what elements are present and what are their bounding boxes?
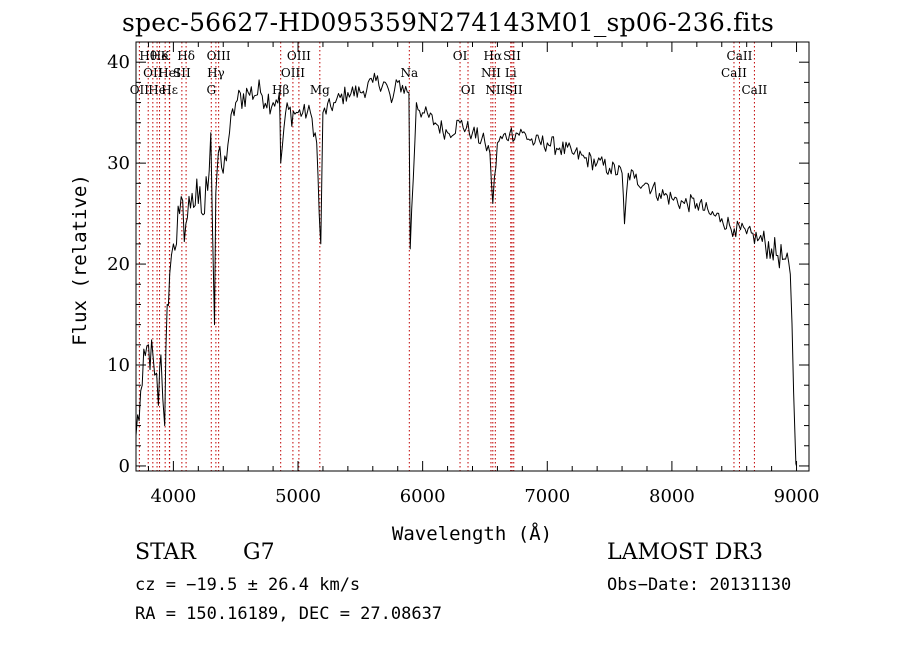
line-label-5: K (161, 49, 171, 63)
line-label-12: OIII (207, 49, 231, 63)
line-label-8: SII (173, 66, 191, 80)
line-label-10: G (206, 83, 216, 97)
x-axis-label: Wavelength (Å) (391, 523, 553, 545)
line-label-19: OI (461, 83, 476, 97)
line-label-26: CaII (721, 66, 747, 80)
survey-name: LAMOST DR3 (607, 540, 763, 565)
y-tick-label-4: 40 (107, 52, 130, 73)
line-label-23: Li (505, 66, 517, 80)
line-label-22: NII (485, 83, 505, 97)
y-tick-label-1: 10 (107, 355, 130, 376)
y-tick-label-3: 30 (107, 153, 130, 174)
line-label-13: Hβ (272, 83, 289, 97)
line-label-16: Mg (310, 83, 330, 97)
line-label-28: CaII (741, 83, 767, 97)
line-label-4: He (151, 49, 169, 63)
line-label-1: Hθ (139, 49, 157, 63)
y-tick-label-0: 0 (119, 456, 130, 477)
x-tick-label-4: 8000 (649, 486, 695, 507)
line-label-25: SII (505, 83, 523, 97)
ra-dec-coordinates: RA = 150.16189, DEC = 27.08637 (135, 604, 443, 624)
object-subclass: G7 (243, 540, 275, 565)
y-tick-label-2: 20 (107, 254, 130, 275)
line-label-7: Hε (161, 83, 178, 97)
y-axis-label: Flux (relative) (69, 174, 91, 346)
line-label-11: Hγ (207, 66, 225, 80)
line-label-20: NII (481, 66, 501, 80)
line-label-18: OI (453, 49, 468, 63)
x-axis-ticks: 4000 5000 6000 7000 8000 9000 (147, 42, 820, 507)
object-class: STAR (135, 540, 196, 565)
spectral-line-markers (138, 42, 755, 471)
observation-date: Obs−Date: 20131130 (607, 575, 792, 595)
plot-frame (135, 41, 810, 472)
line-label-6: HeI (158, 66, 181, 80)
line-label-2: OII (143, 66, 163, 80)
line-label-15: OIII (287, 49, 311, 63)
flux-series-line (135, 72, 797, 467)
x-tick-label-3: 7000 (524, 486, 570, 507)
line-label-3: He (148, 83, 166, 97)
line-label-24: SII (503, 49, 521, 63)
line-label-14: OIII (281, 66, 305, 80)
line-label-17: Na (400, 66, 418, 80)
line-label-21: Hα (484, 49, 503, 63)
line-label-0: OII (130, 83, 150, 97)
x-tick-label-2: 6000 (400, 486, 446, 507)
chart-title: spec-56627-HD095359N274143M01_sp06-236.f… (122, 8, 775, 37)
spectral-line-labels: OIIHθOIIHeHeKHeIHεSIIHδGHγOIIIHβOIIIOIII… (130, 49, 768, 97)
x-tick-label-1: 5000 (275, 486, 321, 507)
x-tick-label-0: 4000 (150, 486, 196, 507)
line-label-27: CaII (727, 49, 753, 63)
line-label-9: Hδ (177, 49, 195, 63)
redshift-velocity: cz = −19.5 ± 26.4 km/s (135, 575, 361, 595)
y-axis-ticks: 0 10 20 30 40 (107, 52, 809, 477)
x-tick-label-5: 9000 (774, 486, 820, 507)
